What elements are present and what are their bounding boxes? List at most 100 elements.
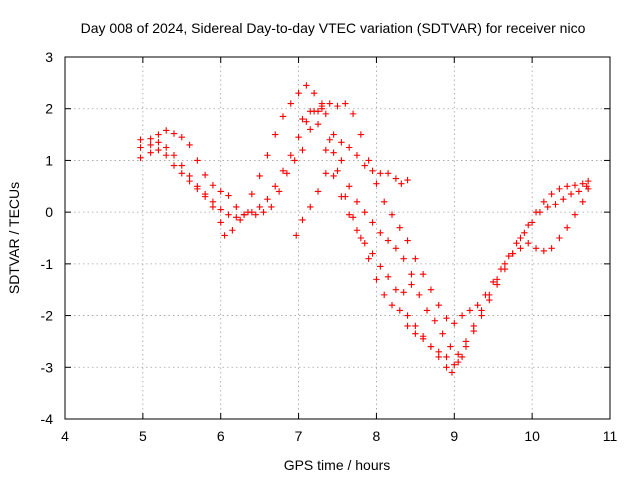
data-point [240,211,248,218]
data-point [443,314,450,322]
data-point [540,247,548,255]
data-point [334,102,341,110]
data-point [556,185,563,193]
data-point [571,182,579,189]
data-point [435,348,442,355]
data-point [334,167,341,174]
data-point [377,229,384,237]
data-point [353,198,361,205]
data-point [147,149,154,156]
x-tick-label: 4 [61,428,69,444]
data-point [299,115,306,123]
data-point [474,302,481,309]
axis-ticks [64,56,611,420]
data-point [398,180,405,187]
data-point [517,234,524,242]
data-point [412,255,419,262]
data-point [392,245,400,252]
data-point [462,338,470,345]
data-point [163,127,170,134]
data-point [155,131,162,138]
data-point [330,131,337,138]
data-point [451,361,458,368]
data-point [404,312,411,319]
y-tick-label: -3 [41,359,54,375]
data-point [369,250,376,257]
data-point [307,108,314,115]
data-point [217,219,224,226]
data-point [448,369,456,376]
data-point [563,183,571,190]
data-point [279,113,287,120]
data-point [579,198,586,205]
data-point [201,171,209,179]
data-point [388,302,396,309]
data-point [322,146,330,154]
data-point [326,100,333,107]
data-point [353,152,361,159]
data-point [225,211,232,218]
data-point [501,260,509,268]
data-point [178,170,185,177]
data-point [314,188,322,195]
plot-frame [64,56,611,420]
data-point [443,353,450,361]
x-tick-label: 9 [450,428,458,444]
data-point [147,141,154,149]
data-point [217,188,224,195]
data-point [404,237,411,244]
data-point [466,307,474,314]
data-point [194,157,201,164]
data-point [458,353,466,361]
data-point [447,343,454,350]
data-point [147,135,154,142]
data-point [322,170,330,177]
data-point [583,183,590,190]
data-point [326,136,333,143]
data-point [451,320,458,327]
x-tick-label: 8 [373,428,381,444]
data-point [525,221,532,229]
data-point [439,330,446,337]
data-point [396,307,403,314]
data-point [517,245,524,252]
data-point [287,100,294,107]
data-point [225,192,232,199]
y-tick-label: -1 [41,256,54,272]
data-point [345,211,353,218]
data-point [361,162,368,169]
x-tick-label: 6 [217,428,225,444]
data-point [353,227,361,234]
data-point [548,190,555,198]
data-point [178,162,185,169]
data-points [137,82,592,376]
x-tick-label: 7 [295,428,303,444]
data-point [155,146,162,154]
data-point [221,232,228,239]
y-tick-label: 0 [45,204,53,220]
data-point [194,183,201,190]
data-point [291,157,298,164]
data-point [571,211,579,218]
data-point [384,237,392,244]
data-point [345,183,353,190]
data-point [493,276,501,283]
data-point [528,219,536,226]
data-point [209,198,217,205]
grid [65,57,610,419]
data-point [307,126,314,133]
data-point [272,183,279,190]
data-point [342,100,349,107]
data-point [260,208,267,216]
data-point [377,263,384,270]
data-point [521,229,528,237]
data-point [264,196,271,203]
data-point [209,182,217,189]
data-point [408,271,415,278]
data-point [137,154,144,162]
data-point [201,190,209,198]
data-point [556,234,563,242]
data-point [361,208,368,216]
data-point [338,193,345,200]
